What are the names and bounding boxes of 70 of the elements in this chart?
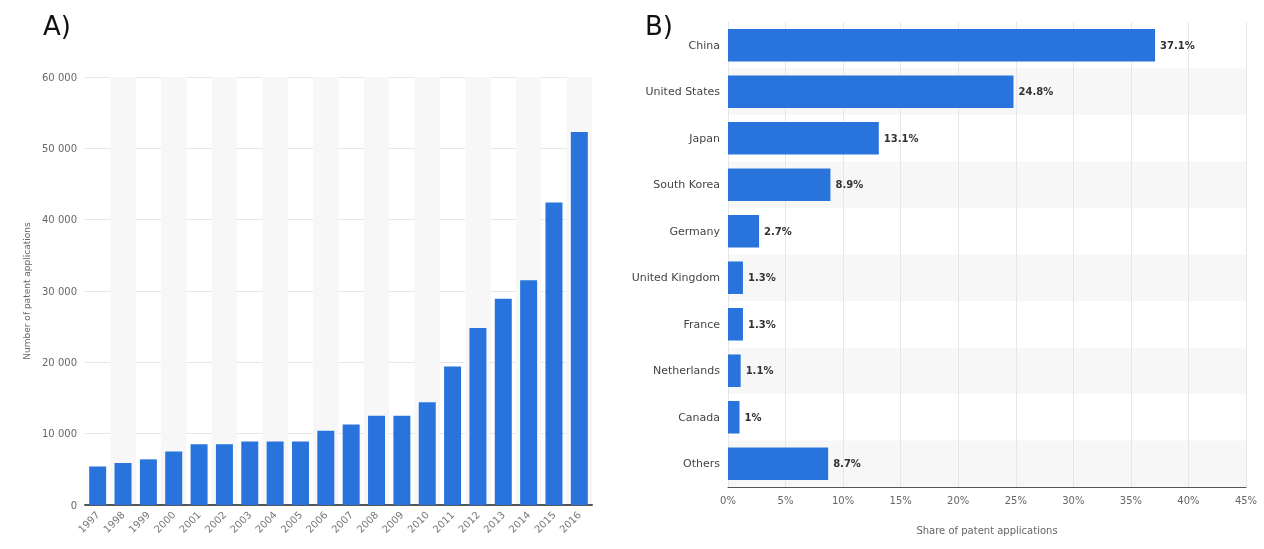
- chart-title: B): [645, 11, 673, 41]
- data-label: 1.3%: [747, 272, 776, 284]
- y-tick-label: 50 000: [42, 142, 77, 154]
- x-tick-label: 40%: [1177, 494, 1200, 506]
- bar: [728, 261, 743, 295]
- bar: [139, 459, 157, 505]
- y-tick-label: Others: [683, 457, 721, 471]
- bar: [728, 121, 879, 155]
- data-label: 1.3%: [747, 318, 776, 330]
- y-tick-label: Netherlands: [652, 364, 721, 378]
- y-tick-label: Germany: [669, 224, 721, 238]
- y-tick-label: Japan: [688, 131, 721, 145]
- y-tick-label: 40 000: [42, 214, 77, 226]
- bar: [342, 424, 360, 505]
- bar: [89, 466, 107, 505]
- data-label: 8.9%: [835, 179, 864, 191]
- bar: [444, 366, 462, 505]
- data-label: 8.7%: [833, 458, 861, 470]
- y-tick-label: South Korea: [653, 178, 720, 192]
- x-tick-label: 35%: [1119, 494, 1143, 506]
- data-label: 37.1%: [1160, 39, 1195, 51]
- bar: [545, 202, 563, 505]
- bar: [728, 214, 760, 248]
- y-tick-label: United States: [645, 85, 721, 99]
- data-label: 24.8%: [1018, 86, 1054, 98]
- bar: [190, 444, 208, 505]
- y-axis-title: Number of patent applications: [21, 222, 32, 360]
- bar: [728, 307, 743, 341]
- x-tick-label: 20%: [947, 494, 970, 506]
- y-tick-label: 60 000: [42, 71, 77, 83]
- x-tick-label: 30%: [1062, 494, 1085, 506]
- bar: [114, 462, 132, 505]
- bar: [165, 451, 183, 505]
- bar: [728, 354, 741, 388]
- data-label: 1%: [744, 411, 762, 423]
- x-tick-label: 0%: [720, 494, 736, 506]
- data-label: 1.1%: [745, 365, 774, 377]
- bar: [728, 75, 1014, 109]
- y-tick-label: Canada: [678, 410, 720, 424]
- bar: [728, 28, 1156, 62]
- x-tick-label: 10%: [831, 494, 855, 506]
- x-tick-label: 45%: [1234, 494, 1258, 506]
- bar: [241, 441, 259, 505]
- y-tick-label: United Kingdom: [631, 271, 720, 285]
- bar: [317, 430, 335, 505]
- data-label: 13.1%: [883, 132, 919, 144]
- x-tick-label: 15%: [889, 494, 912, 506]
- bar: [469, 328, 487, 505]
- bar: [266, 441, 284, 505]
- bar: [368, 415, 386, 505]
- data-label: 2.7%: [764, 225, 792, 237]
- bar: [418, 402, 436, 505]
- bar: [291, 441, 309, 505]
- bar: [520, 280, 538, 505]
- x-tick-label: 25%: [1004, 494, 1027, 506]
- x-axis-title: Share of patent applications: [916, 524, 1058, 536]
- x-tick-label: 5%: [777, 494, 794, 506]
- y-tick-label: 0: [70, 499, 77, 511]
- y-tick-label: 10 000: [42, 428, 77, 440]
- y-tick-label: 20 000: [42, 356, 77, 368]
- bar: [494, 298, 512, 505]
- bar: [728, 447, 829, 481]
- bar: [728, 400, 740, 434]
- y-tick-label: France: [683, 317, 721, 331]
- y-tick-label: 30 000: [42, 285, 77, 297]
- bar: [215, 444, 233, 505]
- bar: [728, 168, 831, 202]
- bar: [393, 415, 411, 505]
- chart-title: A): [43, 11, 71, 41]
- y-tick-label: China: [688, 38, 720, 52]
